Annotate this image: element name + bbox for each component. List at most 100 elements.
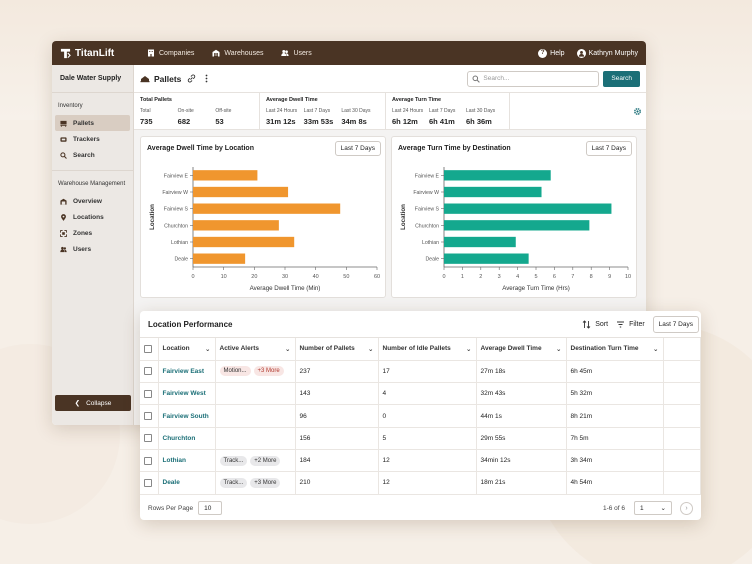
dwell-chart-card: Average Dwell Time by Location Last 7 Da…: [140, 136, 386, 298]
nav-users[interactable]: Users: [274, 41, 318, 65]
idle-cell: 4: [378, 382, 477, 406]
dwell-cell: 32m 43s: [476, 382, 567, 406]
column-header-location[interactable]: Location ⌄: [158, 338, 216, 361]
x-tick-label: 3: [498, 274, 501, 280]
chevron-down-icon: ⌄: [660, 505, 666, 513]
sort-button[interactable]: Sort: [582, 319, 608, 329]
column-label: Number of Idle Pallets: [382, 345, 451, 353]
nav-warehouses[interactable]: Warehouses: [205, 41, 270, 65]
turn-cell: 3h 34m: [566, 449, 664, 473]
rows-per-page-input[interactable]: 10: [198, 501, 223, 516]
date-range-button[interactable]: Last 7 Days: [585, 140, 632, 156]
x-tick-label: 2: [479, 274, 482, 280]
column-label: Active Alerts: [219, 345, 260, 353]
chevron-down-icon: ⌄: [285, 345, 291, 353]
date-range-button[interactable]: Last 7 Days: [334, 140, 381, 156]
page-header: Pallets Search... Search: [134, 65, 646, 93]
x-tick-label: 40: [313, 274, 319, 280]
x-tick-label: 10: [221, 274, 227, 280]
sidebar-item-locations[interactable]: Locations: [55, 209, 130, 225]
panel-title: Location Performance: [148, 319, 233, 329]
column-header-alerts[interactable]: Active Alerts ⌄: [215, 338, 296, 361]
row-checkbox[interactable]: [144, 412, 152, 421]
row-checkbox[interactable]: [144, 367, 152, 376]
sidebar-item-zones[interactable]: Zones: [55, 225, 130, 241]
sidebar-item-trackers[interactable]: Trackers: [55, 131, 130, 147]
page-select[interactable]: 1 ⌄: [634, 501, 672, 516]
sidebar-item-users[interactable]: Users: [55, 241, 130, 257]
location-link[interactable]: Fairview West: [158, 382, 216, 406]
table-row[interactable]: Fairview West 143 4 32m 43s 5h 32m: [140, 382, 701, 406]
stat-label: Last 7 Days: [429, 108, 456, 114]
stats-panel: Total Pallets Total 735 On-site 682 Off-si…: [134, 93, 646, 130]
more-alerts-tag[interactable]: +2 More: [250, 455, 281, 466]
row-checkbox[interactable]: [144, 478, 152, 487]
y-tick-label: Lothian: [422, 240, 439, 246]
stat-turn-time: Average Turn Time Last 24 Hours 6h 12m La…: [386, 93, 510, 129]
location-link[interactable]: Lothian: [158, 449, 216, 473]
stat-label: Total: [140, 108, 151, 114]
table-row[interactable]: Lothian Track... +2 More 184 12 34min 12s 3h 3…: [140, 449, 701, 473]
stat-total-pallets: Total Pallets Total 735 On-site 682 Off-si…: [134, 93, 260, 129]
location-link[interactable]: Deale: [158, 471, 216, 495]
sidebar-item-label: Pallets: [73, 119, 94, 127]
table-row[interactable]: Fairview South 96 0 44m 1s 8h 21m: [140, 404, 701, 428]
turn-cell: 7h 5m: [566, 427, 664, 450]
app-window: TitanLift Companies Warehouses Users ? H…: [52, 41, 646, 425]
sidebar-item-pallets[interactable]: Pallets: [55, 115, 130, 131]
sidebar-item-label: Search: [73, 151, 95, 159]
table-row[interactable]: Fairview East Motion... +3 More 237 17 27m 18…: [140, 360, 701, 384]
location-link[interactable]: Fairview East: [158, 360, 216, 384]
main-nav: Companies Warehouses Users: [140, 41, 319, 65]
next-page-button[interactable]: ›: [680, 501, 693, 515]
date-range-button[interactable]: Last 7 Days: [652, 315, 699, 333]
column-header-pallets[interactable]: Number of Pallets ⌄: [295, 338, 379, 361]
more-alerts-tag[interactable]: +3 More: [250, 477, 281, 488]
help-link[interactable]: ? Help: [538, 48, 565, 58]
user-menu[interactable]: Kathryn Murphy: [576, 48, 638, 58]
alert-tag[interactable]: Track...: [219, 455, 248, 466]
more-alerts-tag[interactable]: +3 More: [253, 366, 284, 377]
row-checkbox[interactable]: [144, 456, 152, 465]
row-checkbox[interactable]: [144, 434, 152, 443]
filter-button[interactable]: Filter: [616, 320, 645, 329]
x-tick-label: 60: [374, 274, 380, 280]
table-row[interactable]: Deale Track... +3 More 210 12 18m 21s 4h 54m: [140, 471, 701, 495]
sidebar-item-label: Users: [73, 245, 92, 253]
alerts-cell: Track... +3 More: [215, 471, 296, 495]
row-checkbox[interactable]: [144, 389, 152, 398]
gear-icon[interactable]: [633, 107, 642, 116]
column-header-idle[interactable]: Number of Idle Pallets ⌄: [378, 338, 477, 361]
pallets-cell: 143: [295, 382, 379, 406]
column-header-dwell[interactable]: Average Dwell Time ⌄: [476, 338, 567, 361]
collapse-button[interactable]: ❮ Collapse: [55, 395, 131, 411]
link-icon[interactable]: [187, 74, 196, 83]
sidebar-item-overview[interactable]: Overview: [55, 193, 130, 209]
select-all-checkbox[interactable]: [144, 344, 152, 353]
table-row[interactable]: Churchton 156 5 29m 55s 7h 5m: [140, 427, 701, 450]
empty-cell: [663, 382, 701, 406]
bar: [444, 236, 516, 248]
more-vertical-icon[interactable]: [202, 74, 211, 83]
dwell-cell: 29m 55s: [476, 427, 567, 450]
search-button[interactable]: Search: [603, 70, 640, 87]
x-tick-label: 6: [553, 274, 556, 280]
warehouse-icon: [60, 198, 67, 205]
stat-label: On-site: [177, 108, 194, 114]
location-link[interactable]: Fairview South: [158, 404, 216, 428]
column-header-turn[interactable]: Destination Turn Time ⌄: [566, 338, 664, 361]
alert-tag[interactable]: Track...: [219, 477, 248, 488]
nav-companies[interactable]: Companies: [140, 41, 201, 65]
alert-tag[interactable]: Motion...: [219, 366, 251, 377]
y-tick-label: Fairview S: [415, 207, 440, 213]
location-link[interactable]: Churchton: [158, 427, 216, 450]
stat-label: Last 24 Hours: [392, 108, 424, 114]
dwell-cell: 34min 12s: [476, 449, 567, 473]
stat-value: 53: [215, 117, 224, 126]
user-name: Kathryn Murphy: [588, 49, 638, 57]
search-input[interactable]: Search...: [467, 70, 600, 87]
x-tick-label: 10: [625, 274, 631, 280]
pin-icon: [61, 213, 66, 221]
sidebar-item-search[interactable]: Search: [55, 147, 130, 163]
app-logo[interactable]: TitanLift: [60, 48, 140, 59]
